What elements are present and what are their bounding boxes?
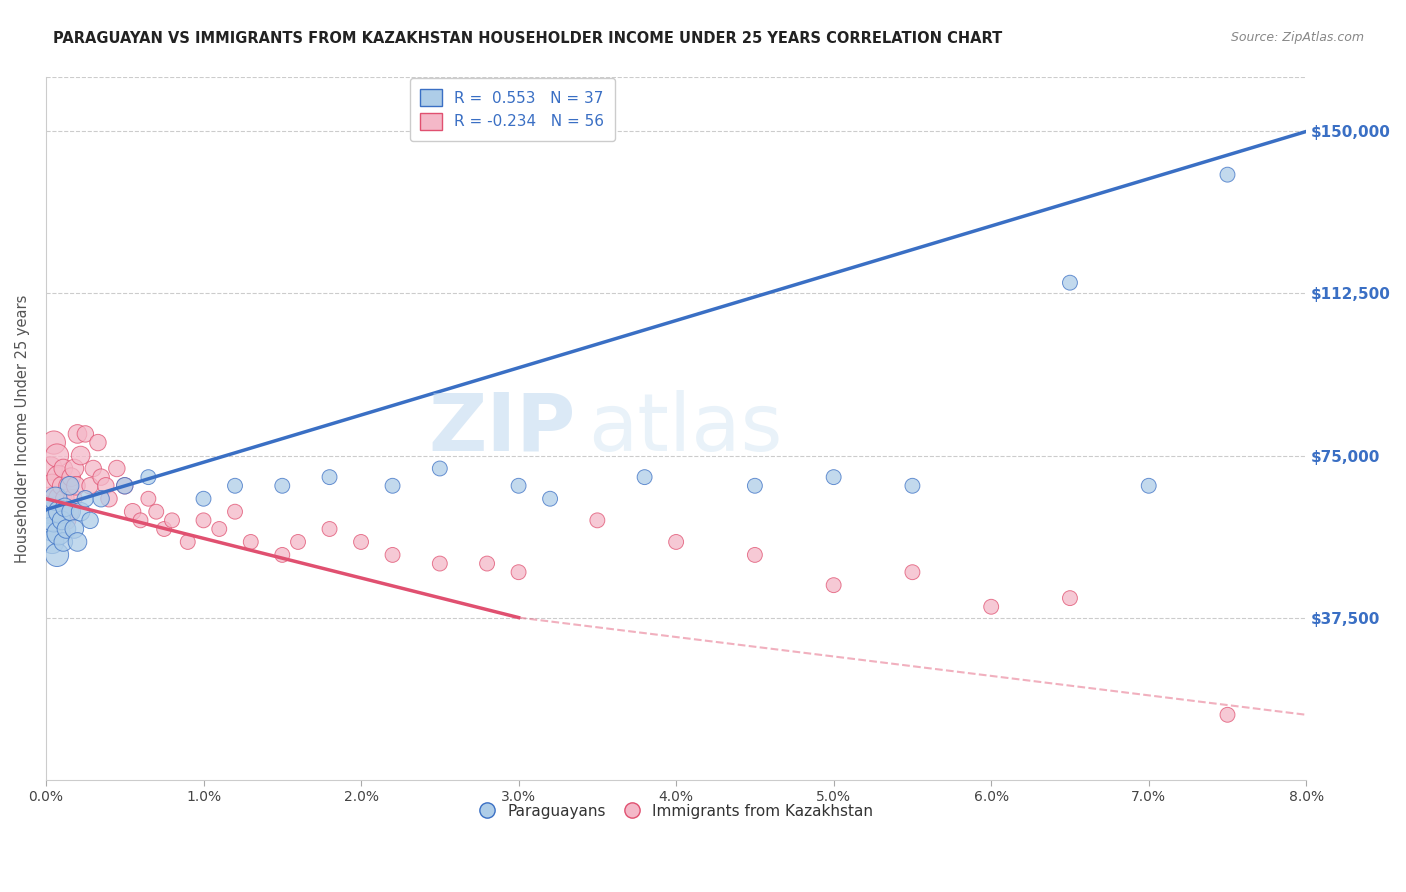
Y-axis label: Householder Income Under 25 years: Householder Income Under 25 years bbox=[15, 294, 30, 563]
Point bbox=[56, 479, 79, 493]
Point bbox=[51, 513, 73, 527]
Point bbox=[318, 470, 340, 484]
Point bbox=[823, 578, 845, 592]
Point bbox=[1059, 591, 1081, 606]
Point bbox=[114, 479, 136, 493]
Point bbox=[901, 565, 924, 579]
Text: Source: ZipAtlas.com: Source: ZipAtlas.com bbox=[1230, 31, 1364, 45]
Point bbox=[429, 557, 451, 571]
Point bbox=[1137, 479, 1160, 493]
Point bbox=[94, 479, 117, 493]
Point bbox=[87, 435, 110, 450]
Point bbox=[508, 479, 530, 493]
Point bbox=[823, 470, 845, 484]
Legend: Paraguayans, Immigrants from Kazakhstan: Paraguayans, Immigrants from Kazakhstan bbox=[474, 797, 879, 824]
Point bbox=[381, 548, 404, 562]
Text: PARAGUAYAN VS IMMIGRANTS FROM KAZAKHSTAN HOUSEHOLDER INCOME UNDER 25 YEARS CORRE: PARAGUAYAN VS IMMIGRANTS FROM KAZAKHSTAN… bbox=[53, 31, 1002, 46]
Point bbox=[145, 505, 167, 519]
Point bbox=[138, 470, 160, 484]
Point bbox=[239, 535, 262, 549]
Point bbox=[586, 513, 609, 527]
Point bbox=[429, 461, 451, 475]
Point bbox=[48, 470, 70, 484]
Point bbox=[224, 505, 246, 519]
Point bbox=[42, 513, 65, 527]
Point bbox=[60, 470, 83, 484]
Point bbox=[160, 513, 183, 527]
Point bbox=[90, 470, 112, 484]
Point bbox=[105, 461, 128, 475]
Point bbox=[318, 522, 340, 536]
Point bbox=[38, 491, 60, 506]
Point bbox=[63, 461, 86, 475]
Point bbox=[52, 535, 75, 549]
Point bbox=[59, 479, 82, 493]
Point bbox=[208, 522, 231, 536]
Point bbox=[1059, 276, 1081, 290]
Point bbox=[55, 513, 77, 527]
Point bbox=[508, 565, 530, 579]
Point bbox=[287, 535, 309, 549]
Point bbox=[63, 522, 86, 536]
Point bbox=[121, 505, 143, 519]
Point bbox=[138, 491, 160, 506]
Point bbox=[39, 461, 62, 475]
Point bbox=[75, 491, 97, 506]
Point bbox=[665, 535, 688, 549]
Point bbox=[82, 461, 104, 475]
Point bbox=[66, 426, 89, 441]
Point bbox=[53, 491, 76, 506]
Point bbox=[79, 513, 101, 527]
Point bbox=[55, 522, 77, 536]
Point bbox=[193, 491, 215, 506]
Point bbox=[744, 479, 766, 493]
Text: ZIP: ZIP bbox=[427, 390, 575, 467]
Point bbox=[46, 548, 69, 562]
Point bbox=[66, 535, 89, 549]
Point bbox=[60, 505, 83, 519]
Point bbox=[153, 522, 176, 536]
Point bbox=[350, 535, 373, 549]
Point bbox=[129, 513, 152, 527]
Point bbox=[271, 479, 294, 493]
Point bbox=[48, 526, 70, 541]
Point bbox=[39, 522, 62, 536]
Point bbox=[901, 479, 924, 493]
Point bbox=[49, 505, 72, 519]
Point bbox=[42, 435, 65, 450]
Point bbox=[177, 535, 200, 549]
Point bbox=[53, 500, 76, 515]
Point bbox=[69, 449, 91, 463]
Point bbox=[114, 479, 136, 493]
Point bbox=[51, 479, 73, 493]
Point bbox=[65, 479, 87, 493]
Point bbox=[1216, 707, 1239, 722]
Point bbox=[980, 599, 1002, 614]
Point bbox=[44, 491, 66, 506]
Point bbox=[49, 491, 72, 506]
Point bbox=[1216, 168, 1239, 182]
Point bbox=[59, 505, 82, 519]
Point bbox=[538, 491, 561, 506]
Point bbox=[69, 505, 91, 519]
Point bbox=[52, 461, 75, 475]
Point bbox=[193, 513, 215, 527]
Point bbox=[44, 505, 66, 519]
Point bbox=[90, 491, 112, 506]
Point bbox=[475, 557, 498, 571]
Point bbox=[224, 479, 246, 493]
Point bbox=[381, 479, 404, 493]
Point bbox=[79, 479, 101, 493]
Point bbox=[744, 548, 766, 562]
Point bbox=[633, 470, 655, 484]
Point bbox=[41, 535, 63, 549]
Point bbox=[41, 479, 63, 493]
Text: atlas: atlas bbox=[588, 390, 782, 467]
Point bbox=[271, 548, 294, 562]
Point bbox=[38, 505, 60, 519]
Point bbox=[62, 491, 84, 506]
Point bbox=[75, 426, 97, 441]
Point bbox=[98, 491, 121, 506]
Point bbox=[46, 449, 69, 463]
